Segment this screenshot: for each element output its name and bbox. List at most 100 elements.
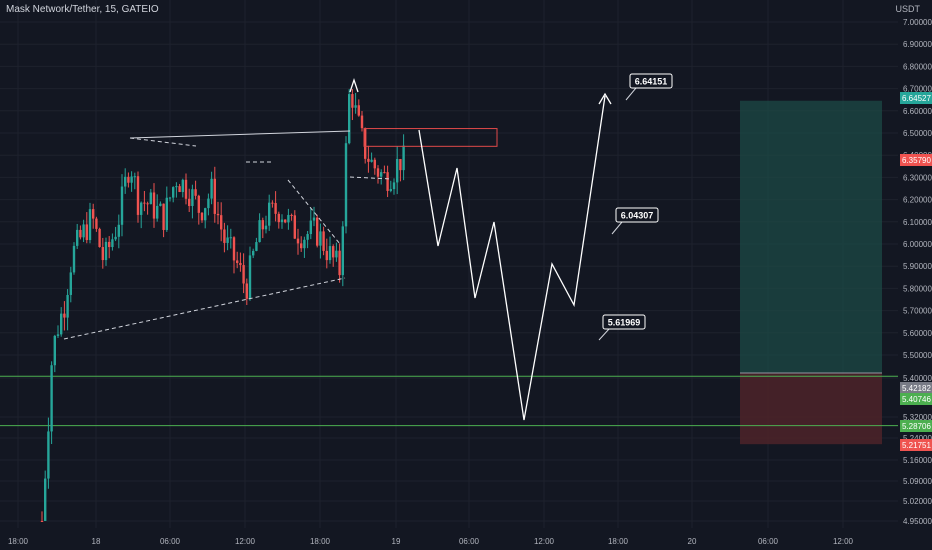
candle-body [223,229,226,243]
candle-body [92,209,95,219]
y-tick-label: 5.90000 [903,262,932,271]
candle-body [306,234,309,240]
candles [40,88,405,522]
callout-pointer [598,328,610,341]
y-tick-label: 6.70000 [903,85,932,94]
candle-body [213,178,216,214]
candle-body [133,176,136,178]
callout-box [629,73,673,89]
candle-body [207,198,210,209]
candle-body [252,250,255,256]
x-tick-label: 20 [688,537,697,546]
candle-body [216,213,220,216]
y-tick-label: 6.00000 [903,240,932,249]
candle-body [280,219,284,223]
candle-body [40,521,44,522]
y-tick-label: 6.10000 [903,218,932,227]
candle-body [98,228,101,248]
candle-body [312,217,316,221]
y-tick-label: 6.30000 [903,173,932,182]
candle-body [236,260,239,263]
callout-box [615,207,659,223]
projection-label: 5.61969 [608,318,641,328]
x-tick-label: 18:00 [8,537,29,546]
candle-body [300,243,303,249]
candle-body [248,255,252,299]
price-tag [900,393,932,405]
y-tick-label: 5.24000 [903,434,932,443]
y-tick-label: 7.00000 [903,18,932,27]
candle-body [296,238,300,244]
candle-body [156,205,159,219]
candle-body [220,215,223,230]
candle-body [124,176,127,187]
candle-body [332,246,335,258]
price-tag [900,154,932,166]
x-tick-label: 18:00 [608,537,629,546]
y-tick-label: 5.16000 [903,456,932,465]
candle-body [309,220,312,235]
candle-body [303,239,306,249]
candle-body [184,179,188,199]
candle-body [168,197,172,199]
projection-label: 6.04307 [621,211,654,221]
projection-label: 6.64151 [635,77,668,87]
price-tag [900,382,932,394]
candle-body [130,176,133,183]
price-tag-label: 6.35790 [902,156,931,165]
candle-body [399,159,402,171]
candle-body [63,313,66,318]
candle-body [386,172,389,191]
candle-body [178,186,181,193]
candle-body [76,229,79,246]
candle-body [44,478,47,521]
x-tick-label: 12:00 [534,537,555,546]
candle-body [271,202,274,204]
y-tick-label: 5.09000 [903,477,932,486]
candle-body [136,176,140,215]
y-tick-label: 6.50000 [903,129,932,138]
resistance-box [363,128,498,147]
candle-body [82,224,85,238]
x-tick-label: 12:00 [235,537,256,546]
price-tag-label: 5.40746 [902,395,931,404]
candle-body [69,272,72,295]
candle-body [232,237,236,261]
candle-body [104,241,108,261]
x-tick-label: 18:00 [310,537,331,546]
candle-body [95,218,98,229]
candle-body [348,94,351,144]
candle-body [191,189,194,206]
x-tick-label: 06:00 [459,537,480,546]
candle-body [72,245,76,273]
y-tick-label: 5.32000 [903,413,932,422]
y-tick-label: 6.20000 [903,196,932,205]
candle-body [152,192,156,219]
candle-body [258,220,261,243]
y-tick-label: 5.60000 [903,329,932,338]
chart-title: Mask Network/Tether, 15, GATEIO [6,4,159,15]
candle-body [287,214,290,223]
candle-body [261,220,264,230]
candle-body [85,224,88,241]
y-tick-label: 5.02000 [903,497,932,506]
candle-body [79,229,82,238]
candle-body [290,214,293,216]
candle-body [376,168,380,177]
y-tick-label: 6.90000 [903,40,932,49]
candle-body [140,202,143,215]
candle-body [344,143,348,227]
candle-body [114,236,117,240]
candle-body [354,105,357,108]
candle-body [56,334,60,336]
candle-body [143,202,146,204]
candle-body [111,239,114,248]
price-tag-label: 5.28706 [902,422,931,431]
candle-body [226,237,229,243]
candle-body [277,213,280,223]
candle-body [284,219,287,223]
y-tick-label: 5.50000 [903,351,932,360]
candle-body [229,237,232,239]
candle-body [245,283,248,299]
